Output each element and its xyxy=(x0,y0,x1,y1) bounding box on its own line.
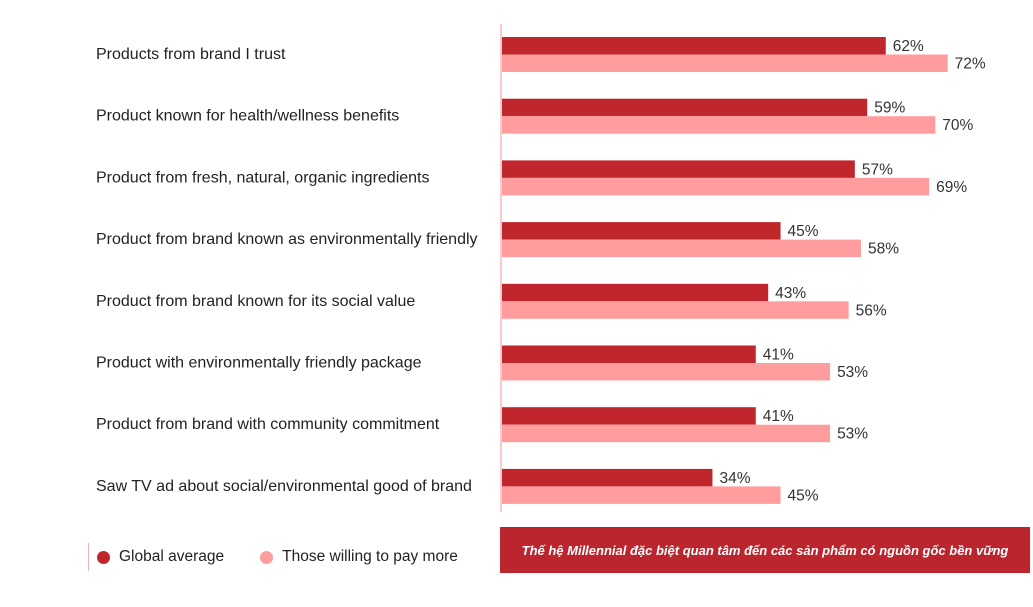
caption-text: Thế hệ Millennial đặc biệt quan tâm đến … xyxy=(521,542,1009,558)
bar-global-average xyxy=(502,468,713,487)
data-label: 57% xyxy=(862,161,893,178)
bar-willing-to-pay-more xyxy=(502,424,831,443)
bar-global-average xyxy=(502,98,868,117)
data-label: 70% xyxy=(942,117,973,134)
legend-swatch-willing-to-pay-more xyxy=(260,550,274,564)
category-label: Product known for health/wellness benefi… xyxy=(96,108,399,125)
data-label: 45% xyxy=(788,223,819,240)
data-label: 69% xyxy=(936,179,967,196)
category-label: Saw TV ad about social/environmental goo… xyxy=(96,478,472,495)
legend-label-global-average: Global average xyxy=(119,548,225,565)
data-label: 45% xyxy=(788,487,819,504)
data-label: 53% xyxy=(837,426,868,443)
bar-willing-to-pay-more xyxy=(502,177,930,196)
category-label: Product from brand known as environmenta… xyxy=(96,231,478,248)
category-label: Products from brand I trust xyxy=(96,46,286,63)
data-label: 56% xyxy=(856,302,887,319)
bar-willing-to-pay-more xyxy=(502,301,849,319)
category-label: Product from brand known for its social … xyxy=(96,293,415,310)
bar-willing-to-pay-more xyxy=(502,116,936,134)
data-label: 59% xyxy=(874,100,905,117)
caption-banner: Thế hệ Millennial đặc biệt quan tâm đến … xyxy=(500,527,1030,573)
legend: Global average Those willing to pay more xyxy=(88,543,494,571)
bar-willing-to-pay-more xyxy=(502,486,781,504)
data-label: 62% xyxy=(893,38,924,55)
data-label: 43% xyxy=(775,285,806,302)
category-label: Product with environmentally friendly pa… xyxy=(96,355,422,372)
legend-label-willing-to-pay-more: Those willing to pay more xyxy=(282,548,458,565)
data-label: 41% xyxy=(763,408,794,425)
data-label: 72% xyxy=(955,56,986,73)
legend-item-willing-to-pay-more: Those willing to pay more xyxy=(260,548,458,566)
bar-willing-to-pay-more xyxy=(502,239,862,258)
data-label: 34% xyxy=(719,470,750,487)
bar-global-average xyxy=(502,222,781,240)
category-label: Product from brand with community commit… xyxy=(96,416,440,433)
legend-item-global-average: Global average xyxy=(97,548,224,566)
bar-global-average xyxy=(502,407,756,425)
bar-willing-to-pay-more xyxy=(502,363,831,381)
data-label: 53% xyxy=(837,364,868,381)
data-label: 58% xyxy=(868,241,899,258)
bar-global-average xyxy=(502,283,769,302)
bar-global-average xyxy=(502,160,855,178)
bar-willing-to-pay-more xyxy=(502,54,948,72)
bar-global-average xyxy=(502,345,756,363)
bar-global-average xyxy=(502,37,886,55)
legend-swatch-global-average xyxy=(97,550,110,564)
data-label: 41% xyxy=(763,347,794,364)
category-label: Product from fresh, natural, organic ing… xyxy=(96,169,430,186)
